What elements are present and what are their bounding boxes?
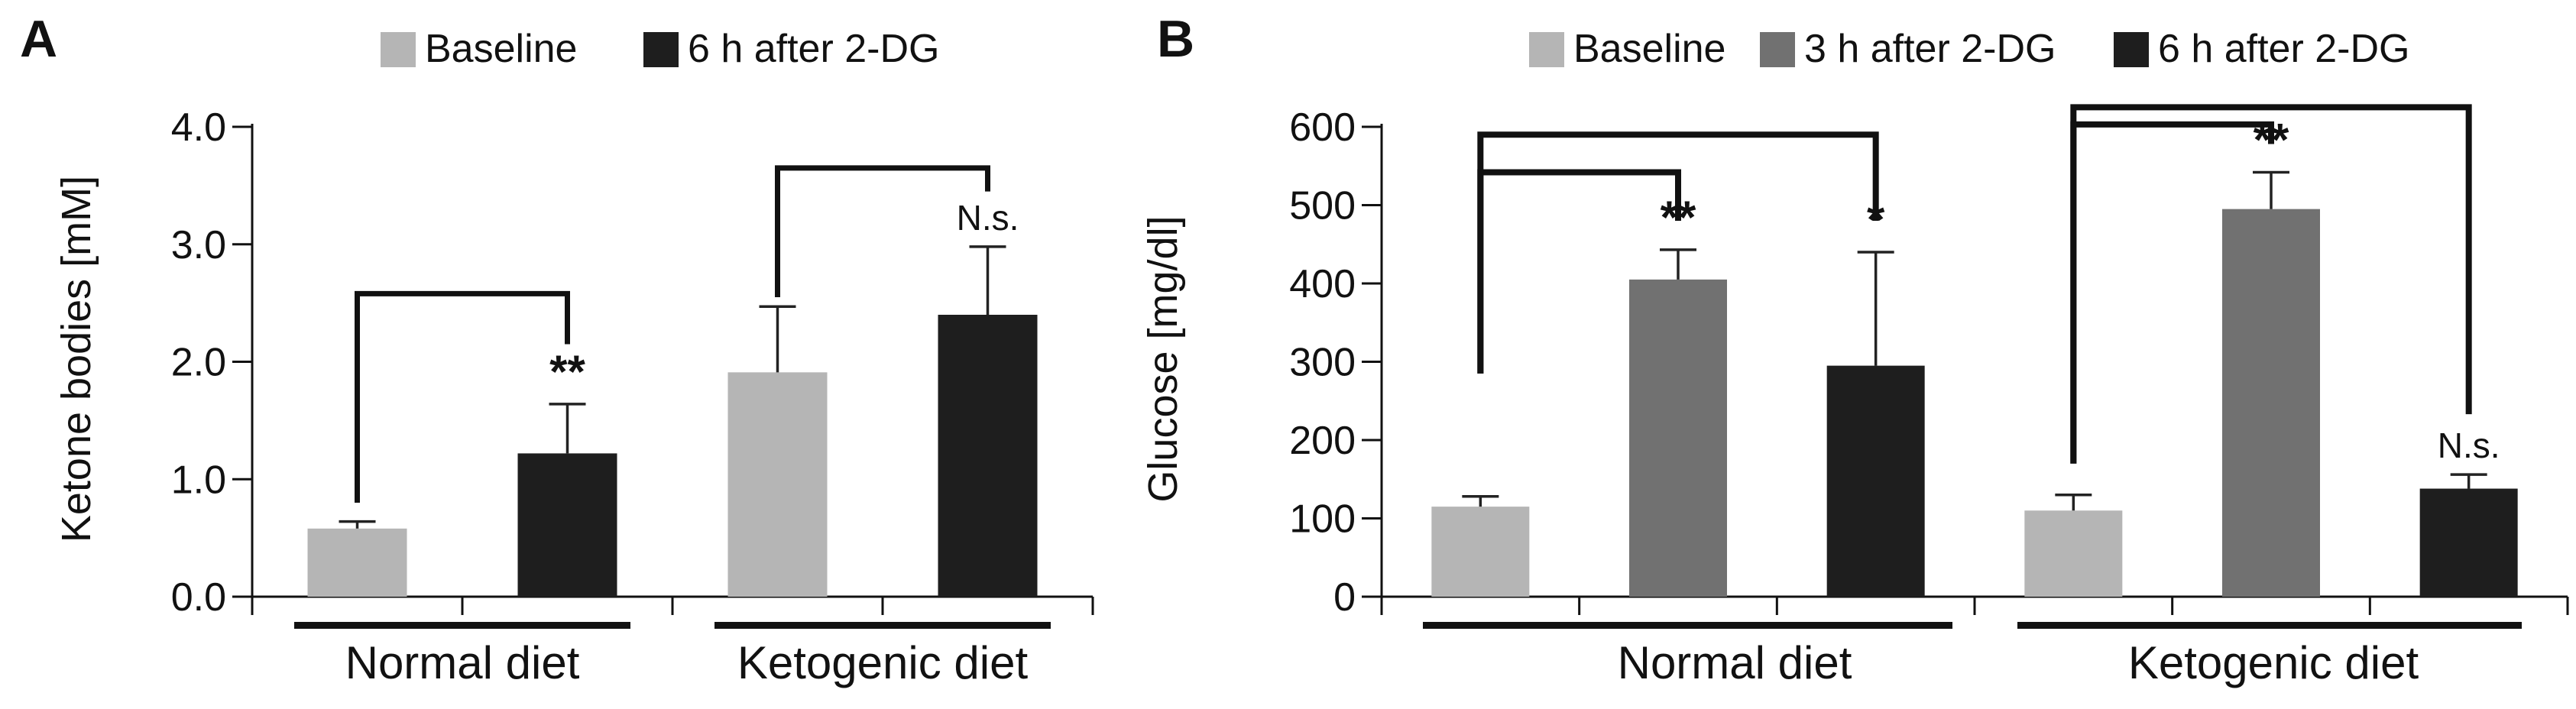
y-tick-label: 1.0 xyxy=(171,458,226,502)
bar xyxy=(2024,510,2123,597)
x-group-underline xyxy=(714,622,1051,629)
x-group-underline xyxy=(294,622,630,629)
bar xyxy=(2419,488,2518,597)
y-tick-label: 300 xyxy=(1289,341,1356,385)
significance-bracket xyxy=(775,165,990,297)
panel-a-label: A xyxy=(20,10,57,68)
category-label: Ketogenic diet xyxy=(2128,637,2419,688)
y-tick-label: 3.0 xyxy=(171,223,226,267)
x-group-underline xyxy=(1423,622,1952,629)
panel-b: B Glucose [mg/dl] Baseline 3 h after 2-D… xyxy=(1140,10,2569,688)
bar xyxy=(727,372,828,597)
significance-label: N.s. xyxy=(957,198,1019,238)
y-tick-label: 400 xyxy=(1289,262,1356,306)
y-tick-label: 500 xyxy=(1289,184,1356,228)
legend-label-6h: 6 h after 2-DG xyxy=(688,27,939,71)
legend-label-3h: 3 h after 2-DG xyxy=(1804,27,2056,71)
panel-b-legend: Baseline 3 h after 2-DG 6 h after 2-DG xyxy=(1529,27,2409,71)
bar xyxy=(1629,279,1727,597)
bar xyxy=(517,453,617,597)
panel-a-plot: 0.0 1.0 2.0 3.0 4.0 ** N.s. Normal diet Ketogeni… xyxy=(171,105,1094,688)
legend-swatch-6h xyxy=(643,32,679,67)
legend-label-6h: 6 h after 2-DG xyxy=(2158,27,2409,71)
significance-label: ** xyxy=(2254,114,2289,165)
legend-swatch-6h xyxy=(2114,32,2149,67)
category-label: Normal diet xyxy=(345,637,580,688)
panel-a-legend: Baseline 6 h after 2-DG xyxy=(381,27,939,71)
bar xyxy=(2222,209,2320,597)
panel-b-label: B xyxy=(1157,10,1194,68)
y-tick-label: 4.0 xyxy=(171,105,226,150)
bar xyxy=(938,315,1038,597)
bar xyxy=(1431,507,1530,597)
significance-label: N.s. xyxy=(2438,426,2500,465)
legend-swatch-3h xyxy=(1760,32,1795,67)
significance-label: ** xyxy=(1661,192,1696,243)
x-group-underline xyxy=(2017,622,2522,629)
significance-bracket xyxy=(1477,131,1879,374)
panel-a: A Ketone bodies [mM] Baseline 6 h after … xyxy=(20,10,1094,688)
panel-a-y-axis-title: Ketone bodies [mM] xyxy=(53,176,99,542)
legend-swatch-baseline xyxy=(381,32,416,67)
legend-label-baseline: Baseline xyxy=(425,27,577,71)
significance-label: * xyxy=(1867,194,1885,245)
y-tick-label: 200 xyxy=(1289,419,1356,463)
legend-label-baseline: Baseline xyxy=(1573,27,1725,71)
significance-bracket xyxy=(2070,104,2472,464)
y-tick-label: 100 xyxy=(1289,497,1356,542)
category-label: Normal diet xyxy=(1618,637,1852,688)
panel-b-y-axis-title: Glucose [mg/dl] xyxy=(1140,215,1186,502)
legend-swatch-baseline xyxy=(1529,32,1564,67)
y-tick-label: 0 xyxy=(1333,575,1356,620)
category-label: Ketogenic diet xyxy=(737,637,1029,688)
y-tick-label: 600 xyxy=(1289,105,1356,150)
significance-bracket xyxy=(355,290,570,503)
significance-label: ** xyxy=(549,346,585,397)
bar xyxy=(1826,365,1925,597)
bar xyxy=(307,528,407,597)
y-tick-label: 2.0 xyxy=(171,341,226,385)
y-tick-label: 0.0 xyxy=(171,575,226,620)
